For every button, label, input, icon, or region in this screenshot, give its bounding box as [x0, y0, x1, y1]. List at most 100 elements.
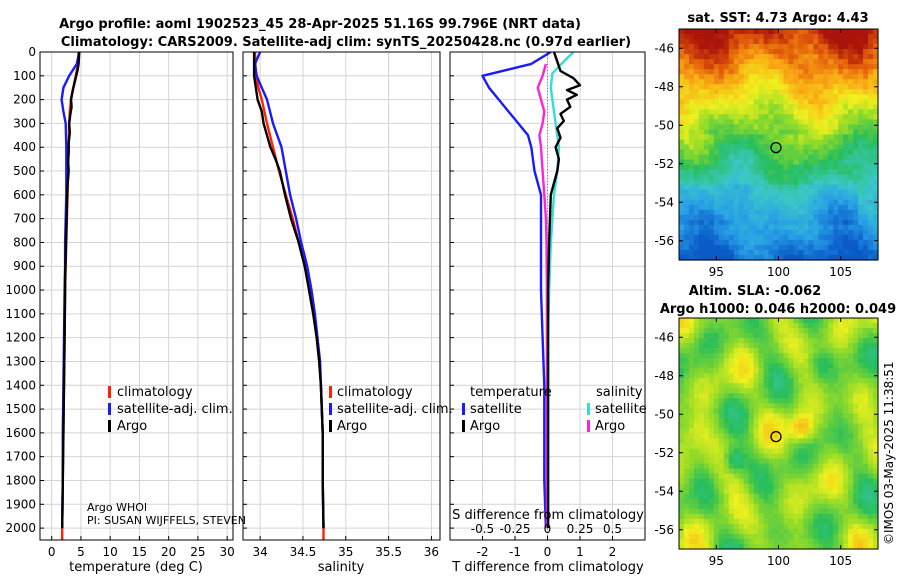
heatmap-cell — [738, 348, 745, 354]
heatmap-cell — [763, 388, 770, 394]
heatmap-cell — [843, 239, 849, 246]
heatmap-cell — [723, 204, 730, 211]
heatmap-cell — [733, 89, 740, 95]
heatmap-cell — [703, 124, 710, 131]
heatmap-cell — [743, 239, 750, 246]
heatmap-cell — [679, 219, 685, 226]
heatmap-cell — [803, 413, 809, 420]
heatmap-cell — [813, 523, 819, 530]
heatmap-cell — [743, 328, 750, 334]
heatmap-cell — [683, 498, 690, 505]
heatmap-cell — [873, 543, 879, 550]
heatmap-cell — [783, 99, 790, 105]
heatmap-cell — [843, 388, 849, 394]
heatmap-cell — [808, 89, 814, 95]
heatmap-cell — [718, 403, 725, 409]
heatmap-cell — [848, 39, 854, 45]
heatmap-cell — [688, 378, 695, 384]
heatmap-cell — [703, 368, 710, 374]
heatmap-cell — [748, 363, 755, 369]
heatmap-cell — [763, 373, 770, 379]
heatmap-cell — [703, 239, 710, 246]
heatmap-cell — [708, 164, 715, 171]
heatmap-cell — [848, 184, 854, 191]
heatmap-cell — [858, 159, 864, 166]
heatmap-cell — [808, 323, 814, 329]
heatmap-cell — [713, 478, 720, 485]
heatmap-cell — [778, 543, 785, 550]
heatmap-cell — [748, 189, 755, 196]
heatmap-cell — [813, 79, 819, 85]
heatmap-cell — [873, 114, 879, 120]
heatmap-cell — [758, 184, 765, 191]
heatmap-cell — [778, 358, 785, 364]
heatmap-cell — [873, 348, 879, 354]
heatmap-cell — [713, 214, 720, 221]
heatmap-cell — [718, 428, 725, 435]
heatmap-cell — [843, 413, 849, 420]
heatmap-cell — [818, 124, 824, 131]
heatmap-cell — [713, 149, 720, 156]
heatmap-cell — [833, 149, 839, 156]
heatmap-cell — [808, 194, 814, 201]
heatmap-cell — [708, 383, 715, 389]
map-y-tick-label: -54 — [654, 195, 674, 209]
heatmap-cell — [713, 348, 720, 354]
heatmap-cell — [863, 84, 869, 90]
heatmap-cell — [718, 333, 725, 339]
heatmap-cell — [803, 39, 809, 45]
heatmap-cell — [793, 428, 799, 435]
heatmap-cell — [738, 518, 745, 525]
heatmap-cell — [793, 348, 799, 354]
heatmap-cell — [743, 368, 750, 374]
heatmap-cell — [748, 388, 755, 394]
heatmap-cell — [733, 398, 740, 404]
heatmap-cell — [683, 358, 690, 364]
heatmap-cell — [783, 508, 790, 515]
heatmap-cell — [863, 368, 869, 374]
heatmap-cell — [733, 378, 740, 384]
heatmap-cell — [868, 368, 874, 374]
heatmap-cell — [693, 413, 700, 420]
heatmap-cell — [813, 199, 819, 206]
heatmap-cell — [758, 244, 765, 251]
heatmap-cell — [793, 468, 799, 475]
heatmap-cell — [828, 323, 834, 329]
heatmap-cell — [798, 249, 804, 256]
heatmap-cell — [733, 244, 740, 251]
heatmap-cell — [723, 448, 730, 455]
heatmap-cell — [838, 129, 844, 136]
heatmap-cell — [848, 144, 854, 151]
heatmap-cell — [679, 318, 685, 324]
heatmap-cell — [763, 229, 770, 236]
legend-label-satellite: satellite-adj. clim. — [117, 402, 233, 417]
y-tick-label: 900 — [13, 259, 36, 273]
heatmap-cell — [763, 428, 770, 435]
heatmap-cell — [868, 518, 874, 525]
heatmap-cell — [818, 478, 824, 485]
heatmap-cell — [713, 249, 720, 256]
heatmap-cell — [683, 199, 690, 206]
heatmap-cell — [798, 84, 804, 90]
heatmap-cell — [728, 418, 735, 425]
heatmap-cell — [858, 64, 864, 70]
heatmap-cell — [698, 144, 705, 151]
heatmap-cell — [679, 209, 685, 216]
heatmap-cell — [858, 438, 864, 445]
heatmap-cell — [863, 214, 869, 221]
heatmap-cell — [758, 79, 765, 85]
heatmap-cell — [843, 518, 849, 525]
heatmap-cell — [758, 513, 765, 520]
heatmap-cell — [723, 418, 730, 425]
heatmap-cell — [783, 418, 790, 425]
heatmap-cell — [738, 44, 745, 50]
heatmap-cell — [803, 478, 809, 485]
heatmap-cell — [723, 214, 730, 221]
heatmap-cell — [868, 139, 874, 146]
heatmap-cell — [788, 468, 795, 475]
heatmap-cell — [828, 418, 834, 425]
heatmap-cell — [818, 513, 824, 520]
heatmap-cell — [718, 204, 725, 211]
heatmap-cell — [788, 69, 795, 75]
heatmap-cell — [868, 39, 874, 45]
